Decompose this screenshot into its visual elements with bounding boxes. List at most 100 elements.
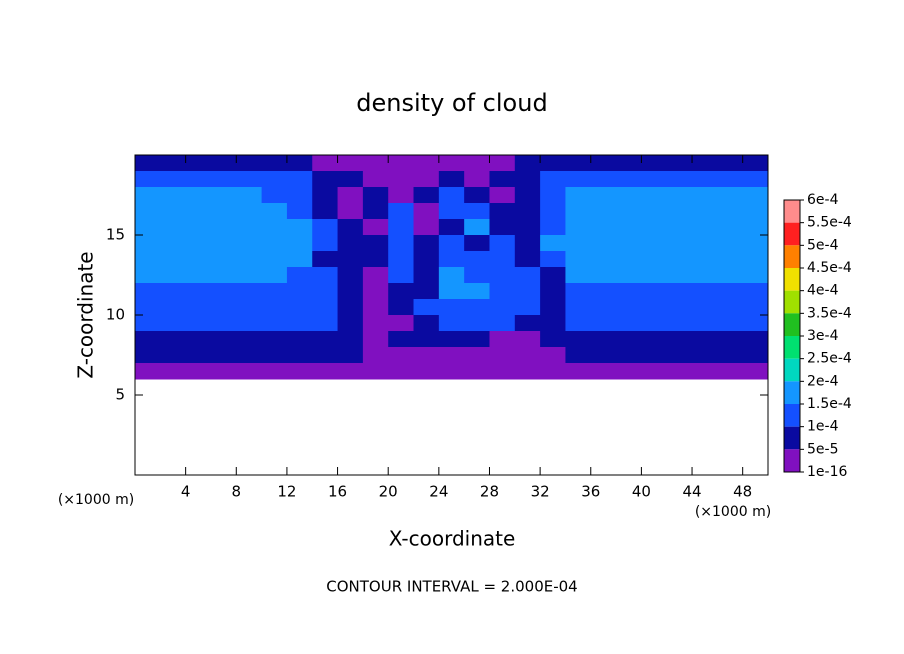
y-tick-label: 5 <box>115 386 125 404</box>
contour-cell <box>616 363 642 380</box>
contour-cell <box>261 283 288 300</box>
colorbar-label: 2.5e-4 <box>807 351 852 367</box>
contour-cell <box>717 267 744 284</box>
y-unit: (×1000 m) <box>58 492 134 508</box>
contour-cell <box>464 251 490 268</box>
contour-cell <box>717 235 744 252</box>
contour-cell <box>185 171 212 188</box>
contour-cell <box>565 235 592 252</box>
contour-cell <box>540 187 566 204</box>
contour-cell <box>717 187 744 204</box>
contour-cell <box>438 219 465 236</box>
contour-cell <box>236 347 263 364</box>
contour-cell <box>185 155 212 172</box>
contour-cell <box>514 187 541 204</box>
contour-cell <box>337 283 364 300</box>
contour-cell <box>388 203 415 220</box>
contour-cell <box>641 203 668 220</box>
contour-cell <box>464 171 490 188</box>
contour-cell <box>413 251 440 268</box>
contour-cell <box>666 283 693 300</box>
contour-cell <box>692 363 718 380</box>
contour-cell <box>540 251 566 268</box>
contour-cell <box>388 267 415 284</box>
contour-cell <box>362 283 389 300</box>
contour-cell <box>438 235 465 252</box>
contour-cell <box>565 299 592 316</box>
contour-cell <box>489 187 516 204</box>
contour-cell <box>464 363 490 380</box>
contour-cell <box>210 315 237 332</box>
contour-cell <box>616 235 642 252</box>
contour-cell <box>438 203 465 220</box>
contour-cell <box>362 331 389 348</box>
contour-cell <box>413 219 440 236</box>
contour-cell <box>616 283 642 300</box>
contour-cell <box>388 235 415 252</box>
contour-cell <box>540 363 566 380</box>
contour-cell <box>489 347 516 364</box>
contour-cell <box>185 347 212 364</box>
contour-cell <box>540 283 566 300</box>
contour-cell <box>540 155 566 172</box>
contour-cell <box>337 363 364 380</box>
contour-cell <box>565 347 592 364</box>
contour-cell <box>666 219 693 236</box>
contour-cell <box>489 251 516 268</box>
contour-cell <box>312 267 339 284</box>
contour-cell <box>337 251 364 268</box>
contour-cell <box>210 203 237 220</box>
contour-cell <box>692 235 718 252</box>
contour-cell <box>489 267 516 284</box>
contour-cell <box>666 187 693 204</box>
contour-cell <box>717 155 744 172</box>
contour-cell <box>692 219 718 236</box>
contour-cell <box>312 203 339 220</box>
contour-cell <box>717 347 744 364</box>
colorbar-label: 3e-4 <box>807 328 839 344</box>
x-tick-label: 48 <box>733 483 752 501</box>
contour-cell <box>540 299 566 316</box>
contour-cell <box>692 331 718 348</box>
contour-cell <box>489 219 516 236</box>
contour-cell <box>210 235 237 252</box>
colorbar-label: 6e-4 <box>807 192 839 208</box>
contour-cell <box>135 171 161 188</box>
contour-cell <box>438 299 465 316</box>
contour-cell <box>337 235 364 252</box>
contour-cell <box>464 299 490 316</box>
contour-cell <box>565 251 592 268</box>
contour-cell <box>514 203 541 220</box>
x-tick-label: 16 <box>328 483 347 501</box>
contour-cell <box>590 267 617 284</box>
contour-cell <box>185 267 212 284</box>
contour-cell <box>717 219 744 236</box>
contour-cell <box>337 187 364 204</box>
colorbar-label: 1e-4 <box>807 419 839 435</box>
contour-cell <box>742 283 769 300</box>
contour-cell <box>616 171 642 188</box>
contour-cell <box>135 155 161 172</box>
contour-cell <box>692 299 718 316</box>
contour-cell <box>362 267 389 284</box>
contour-cell <box>641 235 668 252</box>
contour-cell <box>286 363 313 380</box>
contour-cell <box>210 363 237 380</box>
contour-cell <box>590 187 617 204</box>
contour-cell <box>312 331 339 348</box>
contour-cell <box>742 299 769 316</box>
contour-cell <box>540 235 566 252</box>
contour-cell <box>135 267 161 284</box>
colorbar-band <box>784 449 800 472</box>
contour-cell <box>185 363 212 380</box>
contour-cell <box>160 171 187 188</box>
contour-cell <box>337 203 364 220</box>
contour-cell <box>742 171 769 188</box>
contour-cell <box>692 347 718 364</box>
contour-cell <box>236 219 263 236</box>
contour-cell <box>362 251 389 268</box>
contour-cell <box>590 235 617 252</box>
contour-cell <box>742 331 769 348</box>
contour-cell <box>312 283 339 300</box>
